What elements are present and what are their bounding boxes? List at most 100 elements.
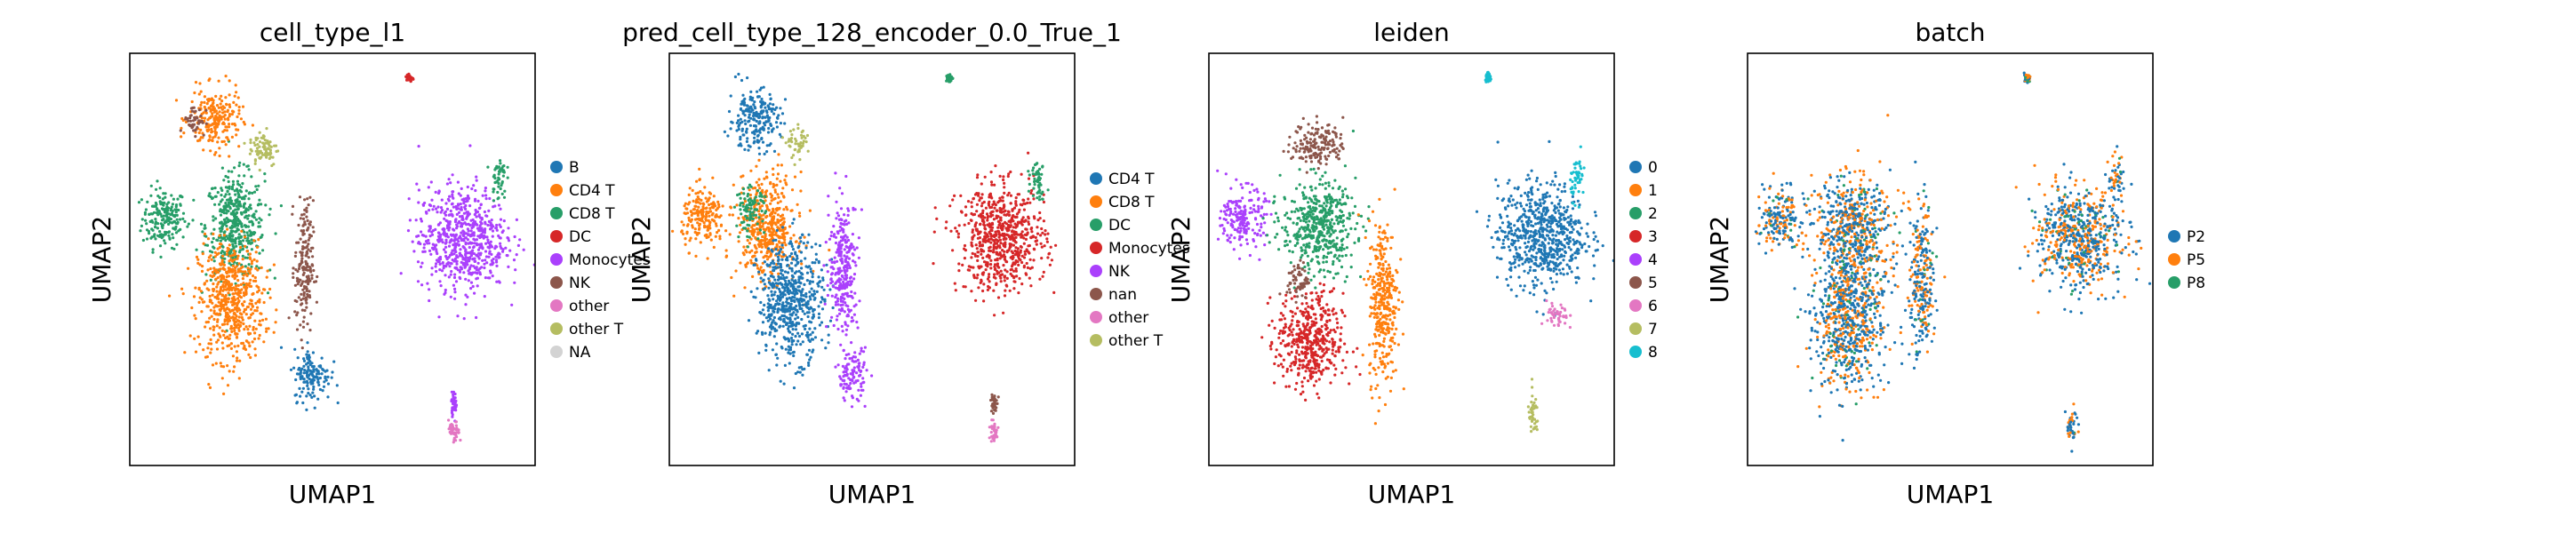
scatter-point: [768, 102, 772, 106]
scatter-point: [212, 227, 216, 231]
scatter-point: [221, 130, 225, 133]
scatter-point: [850, 320, 853, 323]
scatter-point: [428, 203, 433, 208]
scatter-point: [236, 309, 239, 314]
scatter-point: [785, 300, 788, 304]
scatter-point: [757, 158, 761, 162]
scatter-point: [712, 195, 716, 198]
scatter-point: [780, 163, 784, 167]
scatter-point: [252, 231, 256, 235]
scatter-point: [229, 238, 233, 242]
scatter-point: [773, 107, 777, 111]
scatter-point: [700, 192, 705, 195]
scatter-point: [238, 203, 242, 206]
scatter-point: [764, 343, 768, 346]
scatter-point: [443, 292, 446, 296]
scatter-point: [832, 323, 836, 328]
scatter-point: [779, 122, 783, 125]
scatter-point: [796, 370, 800, 374]
legend-marker: [550, 207, 563, 219]
scatter-point: [945, 220, 948, 224]
scatter-point: [798, 298, 802, 301]
scatter-point: [302, 229, 306, 233]
scatter-point: [775, 286, 779, 290]
scatter-point: [780, 314, 784, 318]
scatter-point: [827, 341, 830, 345]
scatter-point: [257, 289, 261, 292]
scatter-point: [449, 432, 452, 435]
scatter-point: [805, 311, 810, 314]
scatter-point: [230, 135, 234, 139]
scatter-point: [763, 177, 766, 180]
scatter-point: [764, 348, 768, 352]
scatter-point: [1012, 243, 1015, 247]
scatter-point: [309, 382, 313, 386]
scatter-point: [224, 336, 228, 340]
scatter-point: [231, 211, 236, 214]
scatter-point: [764, 234, 767, 237]
scatter-point: [715, 208, 718, 211]
scatter-point: [466, 199, 469, 203]
scatter-point: [762, 85, 765, 89]
scatter-point: [773, 290, 777, 294]
scatter-point: [743, 227, 748, 230]
scatter-point: [742, 133, 746, 137]
scatter-point: [466, 185, 469, 189]
scatter-point: [455, 262, 459, 266]
scatter-point: [233, 94, 236, 98]
scatter-point: [784, 141, 788, 145]
scatter-point: [292, 366, 296, 370]
scatter-point: [972, 266, 975, 269]
scatter-point: [766, 222, 771, 226]
scatter-point: [211, 301, 214, 305]
scatter-point: [817, 275, 820, 279]
scatter-point: [493, 168, 497, 171]
scatter-point: [237, 105, 241, 109]
scatter-point: [776, 356, 780, 360]
scatter-point: [708, 207, 712, 211]
scatter-point: [1028, 258, 1032, 261]
scatter-point: [820, 296, 824, 299]
scatter-point: [834, 282, 837, 285]
scatter-point: [268, 287, 272, 291]
scatter-point: [225, 103, 228, 107]
scatter-point: [444, 274, 447, 277]
scatter-point: [204, 321, 208, 324]
scatter-point: [227, 218, 230, 221]
scatter-point: [718, 237, 722, 241]
scatter-point: [420, 234, 424, 237]
scatter-point: [194, 118, 197, 122]
scatter-point: [518, 238, 522, 242]
scatter-point: [215, 290, 219, 293]
scatter-point: [244, 195, 247, 198]
scatter-point: [468, 204, 472, 208]
scatter-point: [429, 180, 433, 184]
scatter-point: [244, 282, 248, 286]
scatter-point: [789, 236, 793, 240]
scatter-point: [237, 164, 241, 168]
scatter-point: [190, 99, 194, 104]
scatter-point: [220, 107, 224, 111]
scatter-point: [254, 279, 258, 282]
scatter-point: [770, 294, 773, 298]
scatter-point: [744, 214, 748, 218]
scatter-point: [214, 313, 218, 316]
scatter-point: [842, 230, 845, 234]
scatter-point: [154, 222, 157, 226]
scatter-point: [684, 243, 687, 246]
scatter-point: [300, 390, 304, 394]
scatter-point: [951, 249, 955, 252]
scatter-point: [499, 162, 502, 165]
scatter-point: [708, 233, 712, 236]
scatter-point: [308, 268, 312, 272]
scatter-point: [817, 305, 820, 308]
scatter-point: [766, 309, 771, 313]
scatter-point: [137, 201, 141, 204]
scatter-point: [843, 297, 846, 300]
scatter-point: [473, 259, 476, 263]
scatter-point: [466, 238, 470, 242]
scatter-point: [235, 335, 239, 339]
scatter-point: [303, 198, 307, 202]
scatter-point: [708, 203, 711, 207]
